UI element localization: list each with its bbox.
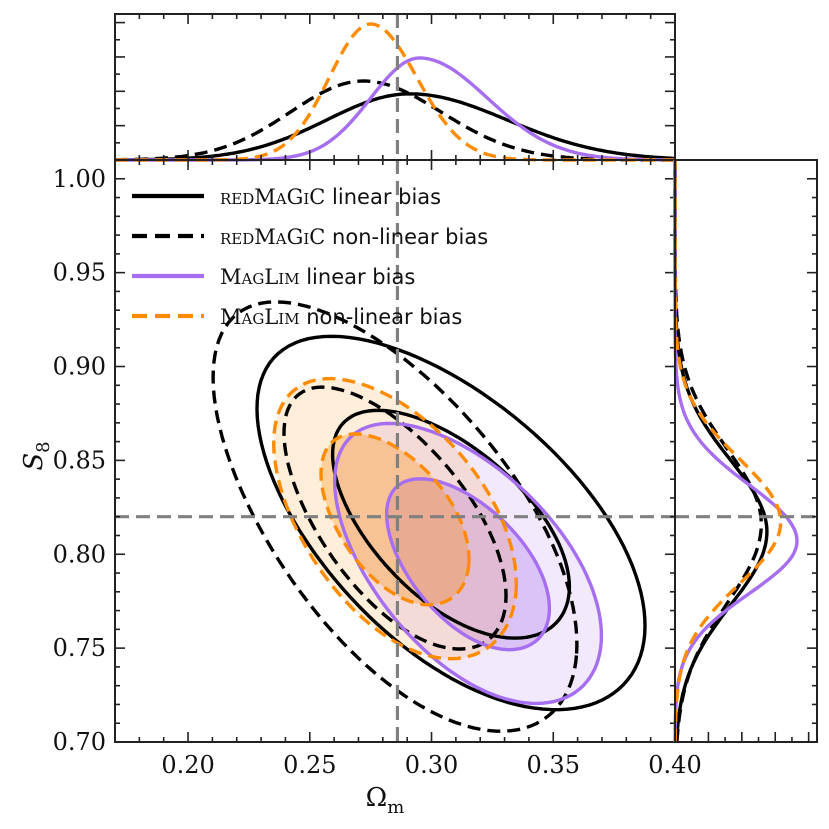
ml_nl-contour-fill-68 [321,433,469,605]
ml_lin-legend-bias-type: linear bias [300,265,416,289]
ml_lin-contour-68 [385,477,552,652]
x-tick-label: 0.30 [405,751,458,779]
rm_nl-legend-bias-type: non-linear bias [325,225,488,249]
x-axis-title-symbol: Ω [366,783,388,813]
rm_lin-legend-bias-type: linear bias [325,185,441,209]
ml_nl-contour-68 [319,432,471,607]
ml_nl-legend-label: MagLim non-linear bias [220,305,462,329]
y-tick-label: 1.00 [53,165,106,193]
y-tick-label: 0.70 [53,728,106,756]
rm_nl-contour-68 [282,385,508,651]
ml_lin-legend-sample-name: MagLim [220,265,300,289]
ml_nl-contour-95 [272,376,518,661]
rm_lin-legend-label: redMaGiC linear bias [220,185,441,209]
main-contour-panel: 0.20 0.25 0.30 0.35 0.40 0.70 0.75 0.80 0.85 0.9… [19,159,702,818]
y-tick-label: 0.95 [53,259,106,287]
contour-lines [211,300,647,733]
x-tick-label: 0.40 [648,751,701,779]
x-tick-label: 0.20 [161,751,214,779]
rm_lin-legend-sample-name: redMaGiC [220,185,325,209]
rm_nl-contour-95 [211,300,579,733]
ml_lin-legend-label: MagLim linear bias [220,265,415,289]
x-axis-title: Ωm [366,783,405,818]
y-tick-label: 0.75 [53,634,106,662]
y-axis-title: S8 [19,441,54,470]
rm_nl-legend-sample-name: redMaGiC [220,225,325,249]
y-tick-labels: 0.70 0.75 0.80 0.85 0.90 0.95 1.00 [53,165,106,756]
y-tick-label: 0.85 [53,446,106,474]
y-tick-label: 0.90 [53,353,106,381]
right-panel-frame [674,159,818,743]
ml_lin-contour-95 [332,421,604,706]
y-axis-title-symbol: S [19,453,49,471]
x-tick-labels: 0.20 0.25 0.30 0.35 0.40 [161,751,701,779]
ml_nl-legend-bias-type: non-linear bias [300,305,463,329]
rm_lin-omega-m-marginal [115,92,676,162]
y-axis-title-subscript: 8 [33,441,54,452]
rm_lin-contour-95 [255,334,647,712]
x-tick-label: 0.25 [283,751,336,779]
rm_nl-omega-m-marginal [114,79,675,162]
rm_nl-legend-label: redMaGiC non-linear bias [220,225,488,249]
x-tick-label: 0.35 [527,751,580,779]
ml_nl-legend-sample-name: MagLim [220,305,300,329]
x-axis-title-subscript: m [387,797,404,818]
ml_nl-s8-marginal [673,160,783,742]
right-marginal-panel [673,159,818,743]
y-tick-label: 0.80 [53,540,106,568]
